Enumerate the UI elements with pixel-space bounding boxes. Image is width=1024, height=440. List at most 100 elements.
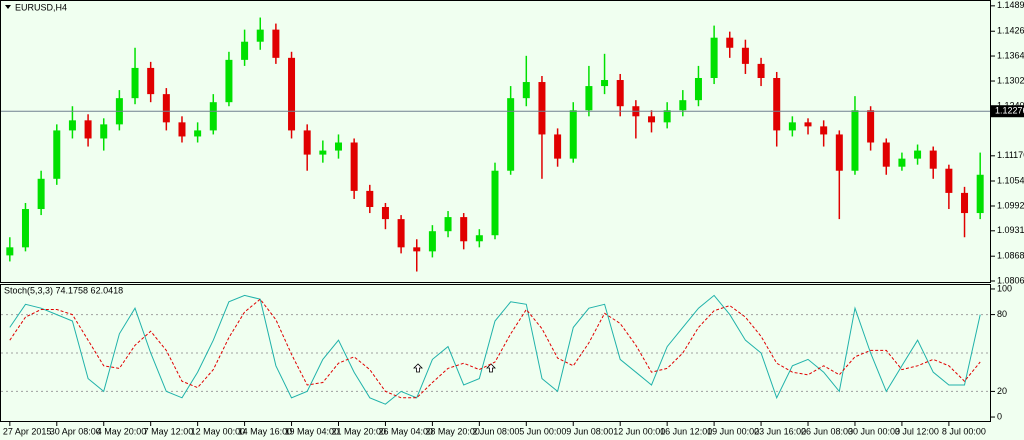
x-tick-label: 3 Jul 12:00 <box>895 426 939 436</box>
candle-body <box>334 142 342 151</box>
candle-body <box>428 231 436 252</box>
y-tick-label: 1.14260 <box>997 26 1024 36</box>
candle-body <box>882 142 890 167</box>
x-tick-label: 2 Jun 08:00 <box>472 426 519 436</box>
y-tick-label: 1.09310 <box>997 225 1024 235</box>
candle-body <box>37 178 45 210</box>
candle-body <box>601 80 609 87</box>
stoch-line <box>9 294 981 405</box>
candle-body <box>475 235 483 242</box>
candle-body <box>460 217 468 242</box>
candle-body <box>929 150 937 169</box>
x-tick-label: 12 Jun 00:00 <box>613 426 665 436</box>
menu-arrow[interactable] <box>5 5 11 9</box>
candle-body <box>303 130 311 155</box>
y-tick-label: 80 <box>997 309 1007 319</box>
candle-body <box>804 122 812 127</box>
candle-body <box>131 67 139 99</box>
x-tick-label: 7 May 12:00 <box>144 426 194 436</box>
x-tick-label: 27 Apr 2015 <box>3 426 52 436</box>
x-tick-label: 9 Jun 08:00 <box>566 426 613 436</box>
candle-body <box>413 247 421 252</box>
candle-body <box>788 122 796 131</box>
price-pane <box>0 0 991 283</box>
candle-body <box>507 98 515 171</box>
y-tick-label: 1.13025 <box>997 75 1024 85</box>
y-tick-label: 1.08065 <box>997 275 1024 285</box>
candle-body <box>945 168 953 193</box>
candle-body <box>21 209 29 248</box>
candle-body <box>100 124 108 139</box>
current-price-label: 1.12276 <box>995 106 1024 116</box>
arrow-icon <box>486 363 496 373</box>
y-tick-label: 1.08680 <box>997 251 1024 261</box>
x-tick-label: 26 Jun 08:00 <box>801 426 853 436</box>
candle-body <box>679 100 687 111</box>
candle-body <box>381 207 389 220</box>
y-tick-label: 20 <box>997 386 1007 396</box>
candle-body <box>726 37 734 48</box>
x-tick-label: 16 Jun 12:00 <box>660 426 712 436</box>
candle-body <box>820 126 828 135</box>
candle-body <box>741 47 749 64</box>
candle-body <box>554 134 562 159</box>
x-tick-label: 26 May 04:00 <box>378 426 433 436</box>
arrow-icon <box>413 363 423 373</box>
y-tick-label: 0 <box>997 411 1002 421</box>
y-tick-label: 1.10545 <box>997 175 1024 185</box>
stoch-pane <box>0 284 991 422</box>
candle-body <box>366 190 374 208</box>
candle-body <box>178 122 186 137</box>
candle-body <box>585 86 593 111</box>
candle-body <box>773 78 781 131</box>
candle-body <box>538 82 546 135</box>
y-tick-label: 1.09925 <box>997 200 1024 210</box>
y-tick-label: 1.11170 <box>997 150 1024 160</box>
candle-body <box>319 150 327 155</box>
x-tick-label: 19 May 04:00 <box>285 426 340 436</box>
candle-body <box>272 29 280 58</box>
current-price-box <box>991 105 1024 118</box>
candle-body <box>694 78 702 101</box>
candle-body <box>569 110 577 159</box>
candle-body <box>898 158 906 167</box>
candle-body <box>444 217 452 232</box>
candle-body <box>256 29 264 42</box>
candle-body <box>648 116 656 123</box>
candle-body <box>961 192 969 214</box>
candle-body <box>68 120 76 131</box>
candle-body <box>53 130 61 179</box>
candle-body <box>6 247 14 256</box>
stoch-line <box>9 298 981 399</box>
candle-body <box>522 82 530 99</box>
x-tick-label: 12 May 00:00 <box>191 426 246 436</box>
candle-body <box>851 110 859 171</box>
candle-body <box>194 130 202 137</box>
x-tick-label: 14 May 16:00 <box>238 426 293 436</box>
candle-body <box>710 37 718 79</box>
candle-body <box>350 142 358 191</box>
candle-body <box>491 170 499 236</box>
candle-body <box>147 67 155 95</box>
candle-body <box>757 63 765 79</box>
candle-body <box>288 57 296 131</box>
x-tick-label: 28 May 20:00 <box>425 426 480 436</box>
y-tick-label: 100 <box>997 283 1012 293</box>
candle-body <box>162 94 170 123</box>
candle-body <box>976 174 984 214</box>
candle-body <box>663 110 671 123</box>
candle-body <box>84 120 92 139</box>
y-tick-label: 1.13645 <box>997 50 1024 60</box>
y-tick-label: 1.14890 <box>997 0 1024 10</box>
candle-body <box>241 41 249 60</box>
candle-body <box>397 219 405 248</box>
x-tick-label: 30 Apr 08:00 <box>50 426 101 436</box>
x-tick-label: 5 Jun 00:00 <box>519 426 566 436</box>
x-tick-label: 19 Jun 00:00 <box>707 426 759 436</box>
x-tick-label: 23 Jun 16:00 <box>754 426 806 436</box>
chart-title: EURUSD,H4 <box>15 2 67 12</box>
candle-body <box>835 134 843 171</box>
